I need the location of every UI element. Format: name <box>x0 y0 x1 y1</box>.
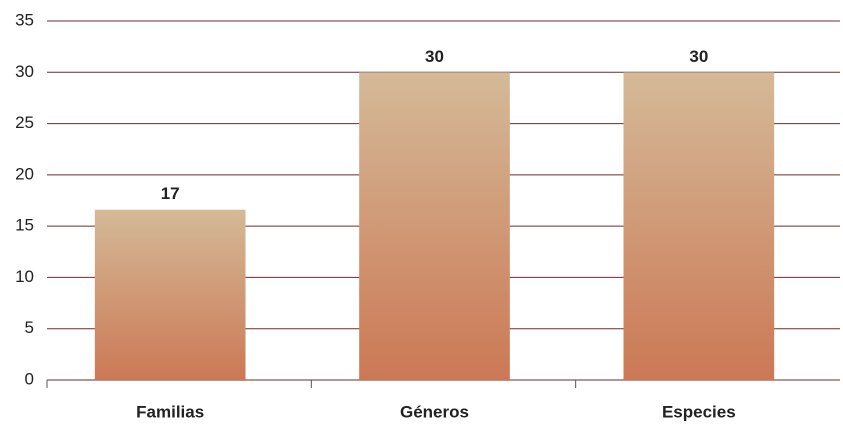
data-label: 30 <box>425 47 444 66</box>
y-tick-label: 20 <box>15 164 34 183</box>
y-tick-label: 5 <box>25 318 34 337</box>
x-tick-label: Especies <box>662 402 736 421</box>
bar <box>623 72 775 381</box>
x-tick-label: Familias <box>136 402 204 421</box>
y-tick-label: 10 <box>15 267 34 286</box>
data-label: 17 <box>161 184 180 203</box>
y-tick-label: 30 <box>15 62 34 81</box>
bar <box>359 72 510 381</box>
bar <box>94 209 246 380</box>
data-label: 30 <box>689 47 708 66</box>
y-tick-label: 15 <box>15 216 34 235</box>
y-tick-label: 35 <box>15 10 34 29</box>
y-tick-label: 0 <box>25 369 34 388</box>
x-tick-label: Géneros <box>400 402 469 421</box>
y-tick-label: 25 <box>15 113 34 132</box>
